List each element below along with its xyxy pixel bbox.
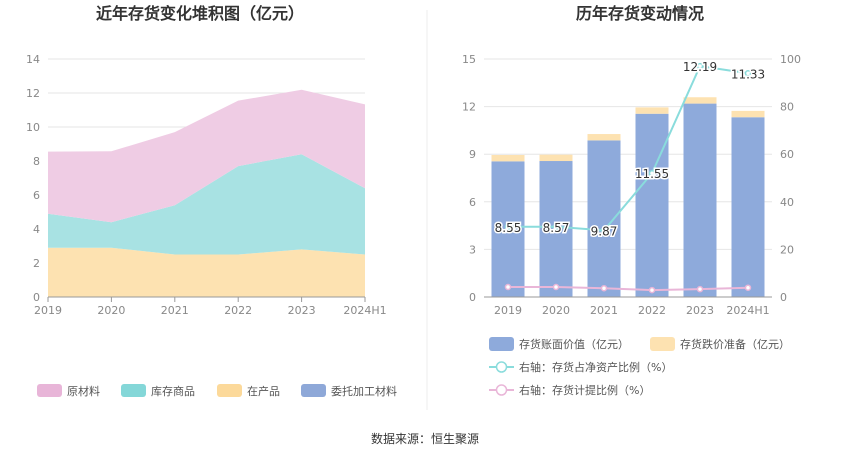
left-x-tick-label: 2023 (288, 304, 316, 317)
bar-segment-1 (587, 134, 621, 141)
right-left-y-tick-label: 0 (469, 291, 476, 304)
left-legend-swatch[interactable] (301, 384, 326, 397)
left-x-tick-label: 2022 (224, 304, 252, 317)
bar-value-label: 8.57 (543, 221, 570, 235)
right-right-y-tick-label: 40 (780, 196, 794, 209)
left-y-ticks: 0 2 4 6 8 10 12 14 (26, 53, 40, 304)
left-legend-label[interactable]: 委托加工材料 (331, 384, 397, 398)
line-point (504, 223, 512, 231)
line-point (600, 284, 608, 292)
right-legend-label[interactable]: 存货跌价准备（亿元） (680, 337, 790, 351)
left-y-tick-label: 6 (33, 189, 40, 202)
left-y-tick-label: 2 (33, 257, 40, 270)
area-series-2 (48, 154, 365, 255)
line-point (696, 62, 704, 70)
line-point (696, 285, 704, 293)
right-right-y-ticks: 0 20 40 60 80 100 (780, 53, 801, 304)
bar-value-label: 9.87 (591, 224, 618, 238)
left-x-tick-label: 2024H1 (343, 304, 386, 317)
right-legend[interactable]: 存货账面价值（亿元） 存货跌价准备（亿元） 右轴：存货占净资产比例（%） 右轴：存货计… (489, 337, 790, 397)
right-left-y-tick-label: 3 (469, 243, 476, 256)
right-x-tick-label: 2023 (686, 304, 714, 317)
right-right-y-tick-label: 0 (780, 291, 787, 304)
right-x-ticks: 2019 2020 2021 2022 2023 2024H1 (494, 304, 770, 317)
right-left-y-tick-label: 15 (462, 53, 476, 66)
right-right-y-tick-label: 60 (780, 148, 794, 161)
right-left-y-tick-label: 9 (469, 148, 476, 161)
right-legend-marker[interactable] (495, 384, 508, 396)
left-legend-swatch[interactable] (37, 384, 62, 397)
right-left-y-ticks: 0 3 6 9 12 15 (462, 53, 476, 304)
right-x-tick-label: 2024H1 (726, 304, 769, 317)
line-point (648, 286, 656, 294)
bar-segment-1 (731, 110, 765, 118)
bar-segment-0 (587, 140, 621, 297)
line-point (648, 169, 656, 177)
right-x-tick-label: 2022 (638, 304, 666, 317)
left-legend-label[interactable]: 库存商品 (151, 384, 195, 398)
left-chart-title: 近年存货变化堆积图（亿元） (96, 4, 304, 23)
left-y-tick-label: 12 (26, 87, 40, 100)
right-lines (504, 62, 752, 294)
left-legend-swatch[interactable] (217, 384, 242, 397)
right-legend-label[interactable]: 右轴：存货占净资产比例（%） (519, 360, 672, 374)
left-y-tick-label: 14 (26, 53, 40, 66)
line-point (744, 284, 752, 291)
bar-value-label: 11.55 (635, 167, 669, 181)
right-right-y-tick-label: 80 (780, 101, 794, 114)
line-series-1 (508, 286, 749, 292)
bar-segment-1 (635, 107, 669, 114)
data-source-label: 数据来源：恒生聚源 (371, 431, 479, 446)
right-right-y-tick-label: 20 (780, 243, 794, 256)
line-point (600, 227, 608, 234)
left-y-tick-label: 0 (33, 291, 40, 304)
right-left-y-tick-label: 6 (469, 196, 476, 209)
right-legend-swatch[interactable] (650, 337, 675, 351)
left-legend[interactable]: 原材料 库存商品 在产品 委托加工材料 (37, 384, 397, 398)
right-legend-label[interactable]: 右轴：存货计提比例（%） (519, 383, 650, 397)
bar-segment-1 (491, 154, 525, 162)
line-point (504, 283, 512, 291)
right-gridlines (484, 58, 772, 298)
right-chart-title: 历年存货变动情况 (576, 4, 704, 23)
bar-line-combo-chart: 历年存货变动情况 8.55 8.57 9.87 11.55 12.19 11.33 0 3 6… (462, 4, 801, 397)
bar-segment-0 (635, 113, 669, 298)
area-series-3 (48, 89, 365, 223)
right-data-labels: 8.55 8.57 9.87 11.55 12.19 11.33 (493, 59, 767, 240)
bar-segment-0 (731, 117, 765, 297)
line-point (744, 70, 752, 77)
right-x-tick-label: 2020 (542, 304, 570, 317)
bar-value-label: 12.19 (683, 60, 717, 74)
left-legend-label[interactable]: 在产品 (247, 384, 280, 398)
right-x-tick-label: 2021 (590, 304, 618, 317)
left-x-tick-label: 2021 (161, 304, 189, 317)
left-legend-label[interactable]: 原材料 (67, 384, 100, 398)
left-y-tick-label: 4 (33, 223, 40, 236)
left-y-tick-label: 8 (33, 155, 40, 168)
bar-segment-0 (683, 103, 717, 298)
left-x-tick-label: 2020 (97, 304, 125, 317)
right-x-tick-label: 2019 (494, 304, 522, 317)
bar-segment-1 (683, 97, 717, 104)
bar-value-label: 8.55 (495, 221, 522, 235)
right-legend-swatch[interactable] (489, 337, 514, 351)
left-areas (48, 89, 365, 298)
bar-value-label: 11.33 (731, 67, 765, 81)
bar-segment-1 (539, 154, 573, 162)
line-point (552, 283, 560, 291)
right-right-y-tick-label: 100 (780, 53, 801, 66)
right-left-y-tick-label: 12 (462, 101, 476, 114)
left-y-tick-label: 10 (26, 121, 40, 134)
line-point (552, 223, 560, 231)
line-series-0 (508, 65, 749, 232)
area-series-1 (48, 247, 365, 297)
right-legend-label[interactable]: 存货账面价值（亿元） (519, 337, 629, 351)
left-x-tick-label: 2019 (34, 304, 62, 317)
right-bars (484, 97, 772, 298)
right-legend-marker[interactable] (495, 361, 508, 373)
left-x-ticks: 2019 2020 2021 2022 2023 2024H1 (34, 297, 387, 317)
left-legend-swatch[interactable] (121, 384, 146, 397)
